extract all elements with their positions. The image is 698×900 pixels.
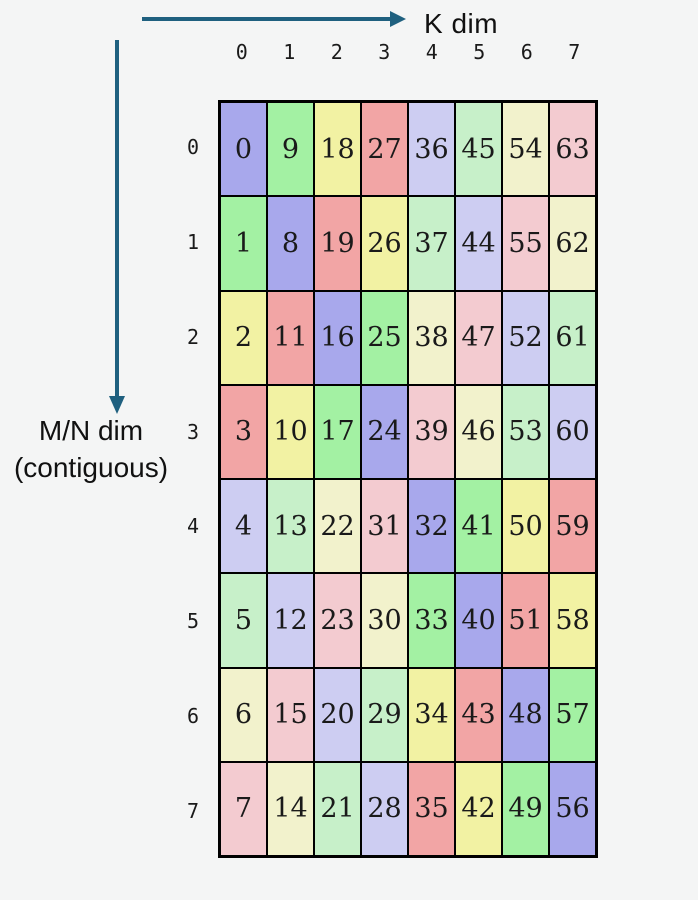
matrix-cell: 53 — [502, 384, 549, 479]
matrix-cell: 44 — [455, 196, 502, 291]
matrix-cell: 23 — [314, 573, 361, 668]
column-header: 0 — [235, 40, 248, 64]
matrix-cell: 2 — [220, 290, 267, 385]
column-header: 1 — [283, 40, 296, 64]
matrix-cell: 22 — [314, 479, 361, 574]
matrix-cell: 40 — [455, 573, 502, 668]
row-header: 2 — [186, 324, 200, 349]
mn-dim-axis-label-line2: (contiguous) — [13, 452, 169, 483]
matrix-cell: 58 — [549, 573, 596, 668]
matrix-cell: 50 — [502, 479, 549, 574]
matrix-cell: 11 — [267, 290, 314, 385]
matrix-cell: 26 — [361, 196, 408, 291]
matrix-cell: 61 — [549, 290, 596, 385]
matrix-cell: 49 — [502, 761, 549, 856]
row-header: 5 — [186, 609, 200, 634]
mn-dim-axis-label-line1: M/N dim — [38, 415, 144, 446]
matrix-cell: 39 — [408, 384, 455, 479]
matrix-cell: 37 — [408, 196, 455, 291]
matrix-cell: 19 — [314, 196, 361, 291]
column-header: 4 — [425, 40, 438, 64]
matrix-cell: 31 — [361, 479, 408, 574]
matrix-cell: 18 — [314, 102, 361, 197]
row-header: 6 — [186, 703, 200, 728]
matrix-cell: 38 — [408, 290, 455, 385]
column-header: 2 — [330, 40, 343, 64]
matrix-cell: 1 — [220, 196, 267, 291]
matrix-cell: 54 — [502, 102, 549, 197]
matrix-cell: 41 — [455, 479, 502, 574]
matrix-cell: 28 — [361, 761, 408, 856]
row-header: 7 — [186, 798, 200, 823]
matrix-cell: 16 — [314, 290, 361, 385]
column-header: 5 — [473, 40, 486, 64]
matrix-cell: 42 — [455, 761, 502, 856]
matrix-cell: 21 — [314, 761, 361, 856]
row-header: 3 — [186, 419, 200, 444]
matrix-cell: 43 — [455, 667, 502, 762]
matrix-cell: 24 — [361, 384, 408, 479]
matrix-cell: 9 — [267, 102, 314, 197]
matrix-cell: 29 — [361, 667, 408, 762]
matrix-cell: 63 — [549, 102, 596, 197]
matrix-cell: 62 — [549, 196, 596, 291]
row-headers: 0 1 2 3 4 5 6 7 — [175, 100, 211, 858]
matrix-cell: 17 — [314, 384, 361, 479]
matrix-cell: 13 — [267, 479, 314, 574]
matrix-cell: 60 — [549, 384, 596, 479]
matrix-cell: 48 — [502, 667, 549, 762]
matrix-cell: 47 — [455, 290, 502, 385]
matrix-cell: 35 — [408, 761, 455, 856]
matrix-cell: 45 — [455, 102, 502, 197]
column-header: 6 — [520, 40, 533, 64]
matrix-cell: 34 — [408, 667, 455, 762]
matrix-cell: 10 — [267, 384, 314, 479]
matrix-cell: 0 — [220, 102, 267, 197]
matrix-cell: 15 — [267, 667, 314, 762]
matrix-cell: 20 — [314, 667, 361, 762]
matrix-cell: 46 — [455, 384, 502, 479]
column-header: 3 — [378, 40, 391, 64]
matrix-cell: 7 — [220, 761, 267, 856]
row-header: 0 — [186, 135, 200, 160]
matrix-cell: 30 — [361, 573, 408, 668]
k-dim-arrow-icon — [142, 11, 406, 27]
matrix-cell: 59 — [549, 479, 596, 574]
matrix-cell: 33 — [408, 573, 455, 668]
matrix-cell: 52 — [502, 290, 549, 385]
matrix-cell: 4 — [220, 479, 267, 574]
matrix-cell: 36 — [408, 102, 455, 197]
matrix-cell: 32 — [408, 479, 455, 574]
mn-dim-axis-label: M/N dim (contiguous) — [0, 412, 182, 486]
row-header: 4 — [186, 514, 200, 539]
column-headers: 0 1 2 3 4 5 6 7 — [218, 40, 598, 70]
k-dim-axis-label: K dim — [424, 8, 499, 39]
matrix-cell: 56 — [549, 761, 596, 856]
matrix-cell: 57 — [549, 667, 596, 762]
matrix-cell: 51 — [502, 573, 549, 668]
matrix-cell: 14 — [267, 761, 314, 856]
matrix-grid: 0 9 18 27 36 45 54 63 1 8 19 26 37 44 55 62 2 11 16 25 38 47 5… — [218, 100, 598, 858]
column-header: 7 — [568, 40, 581, 64]
row-header: 1 — [186, 230, 200, 255]
matrix-cell: 6 — [220, 667, 267, 762]
matrix-cell: 25 — [361, 290, 408, 385]
matrix-cell: 12 — [267, 573, 314, 668]
mn-dim-arrow-icon — [109, 40, 125, 414]
matrix-cell: 5 — [220, 573, 267, 668]
matrix-cell: 27 — [361, 102, 408, 197]
matrix-cell: 8 — [267, 196, 314, 291]
matrix-cell: 55 — [502, 196, 549, 291]
matrix-cell: 3 — [220, 384, 267, 479]
